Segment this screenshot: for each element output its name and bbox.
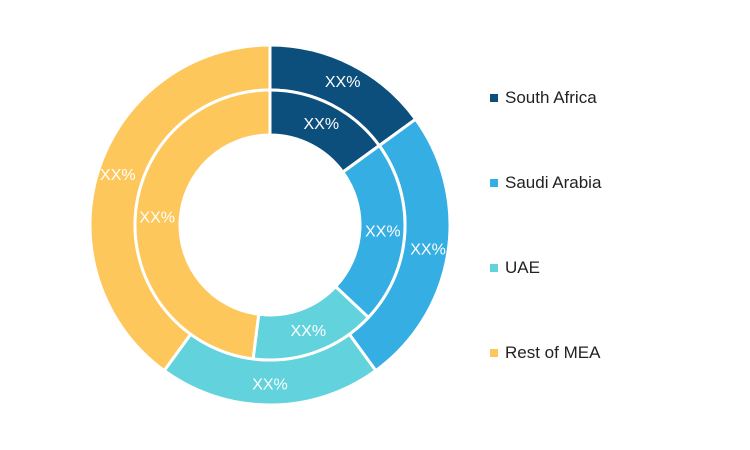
inner-label-rest-of-mea: XX% (139, 209, 175, 226)
legend-label-saudi-arabia: Saudi Arabia (505, 173, 602, 192)
outer-ring (88, 43, 452, 407)
inner-slice-rest-of-mea[interactable] (133, 88, 272, 361)
outer-label-saudi-arabia: XX% (410, 242, 446, 259)
legend-swatch-rest-of-mea (490, 349, 498, 357)
legend-swatch-saudi-arabia (490, 179, 498, 187)
inner-label-south-africa: XX% (304, 116, 340, 133)
slice-labels: XX% XX% XX% XX% XX% XX% XX% XX% (100, 74, 446, 394)
legend-item-south-africa[interactable]: South Africa (490, 84, 597, 112)
legend-swatch-south-africa (490, 94, 498, 102)
legend-item-saudi-arabia[interactable]: Saudi Arabia (490, 169, 601, 197)
legend-item-rest-of-mea[interactable]: Rest of MEA (490, 339, 600, 367)
outer-label-uae: XX% (252, 377, 288, 394)
outer-label-rest-of-mea: XX% (100, 167, 136, 184)
inner-ring (133, 88, 407, 362)
legend-label-uae: UAE (505, 258, 540, 277)
inner-label-saudi-arabia: XX% (365, 224, 401, 241)
inner-label-uae: XX% (290, 323, 326, 340)
legend-swatch-uae (490, 264, 498, 272)
outer-label-south-africa: XX% (325, 74, 361, 91)
legend-label-south-africa: South Africa (505, 88, 597, 107)
legend-label-rest-of-mea: Rest of MEA (505, 343, 601, 362)
legend-item-uae[interactable]: UAE (490, 254, 540, 282)
